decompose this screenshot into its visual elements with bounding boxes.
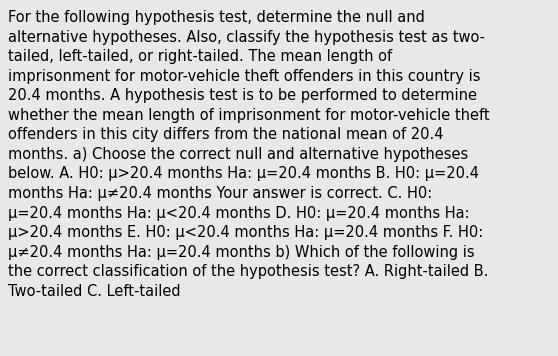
Text: For the following hypothesis test, determine the null and
alternative hypotheses: For the following hypothesis test, deter… bbox=[8, 10, 489, 299]
